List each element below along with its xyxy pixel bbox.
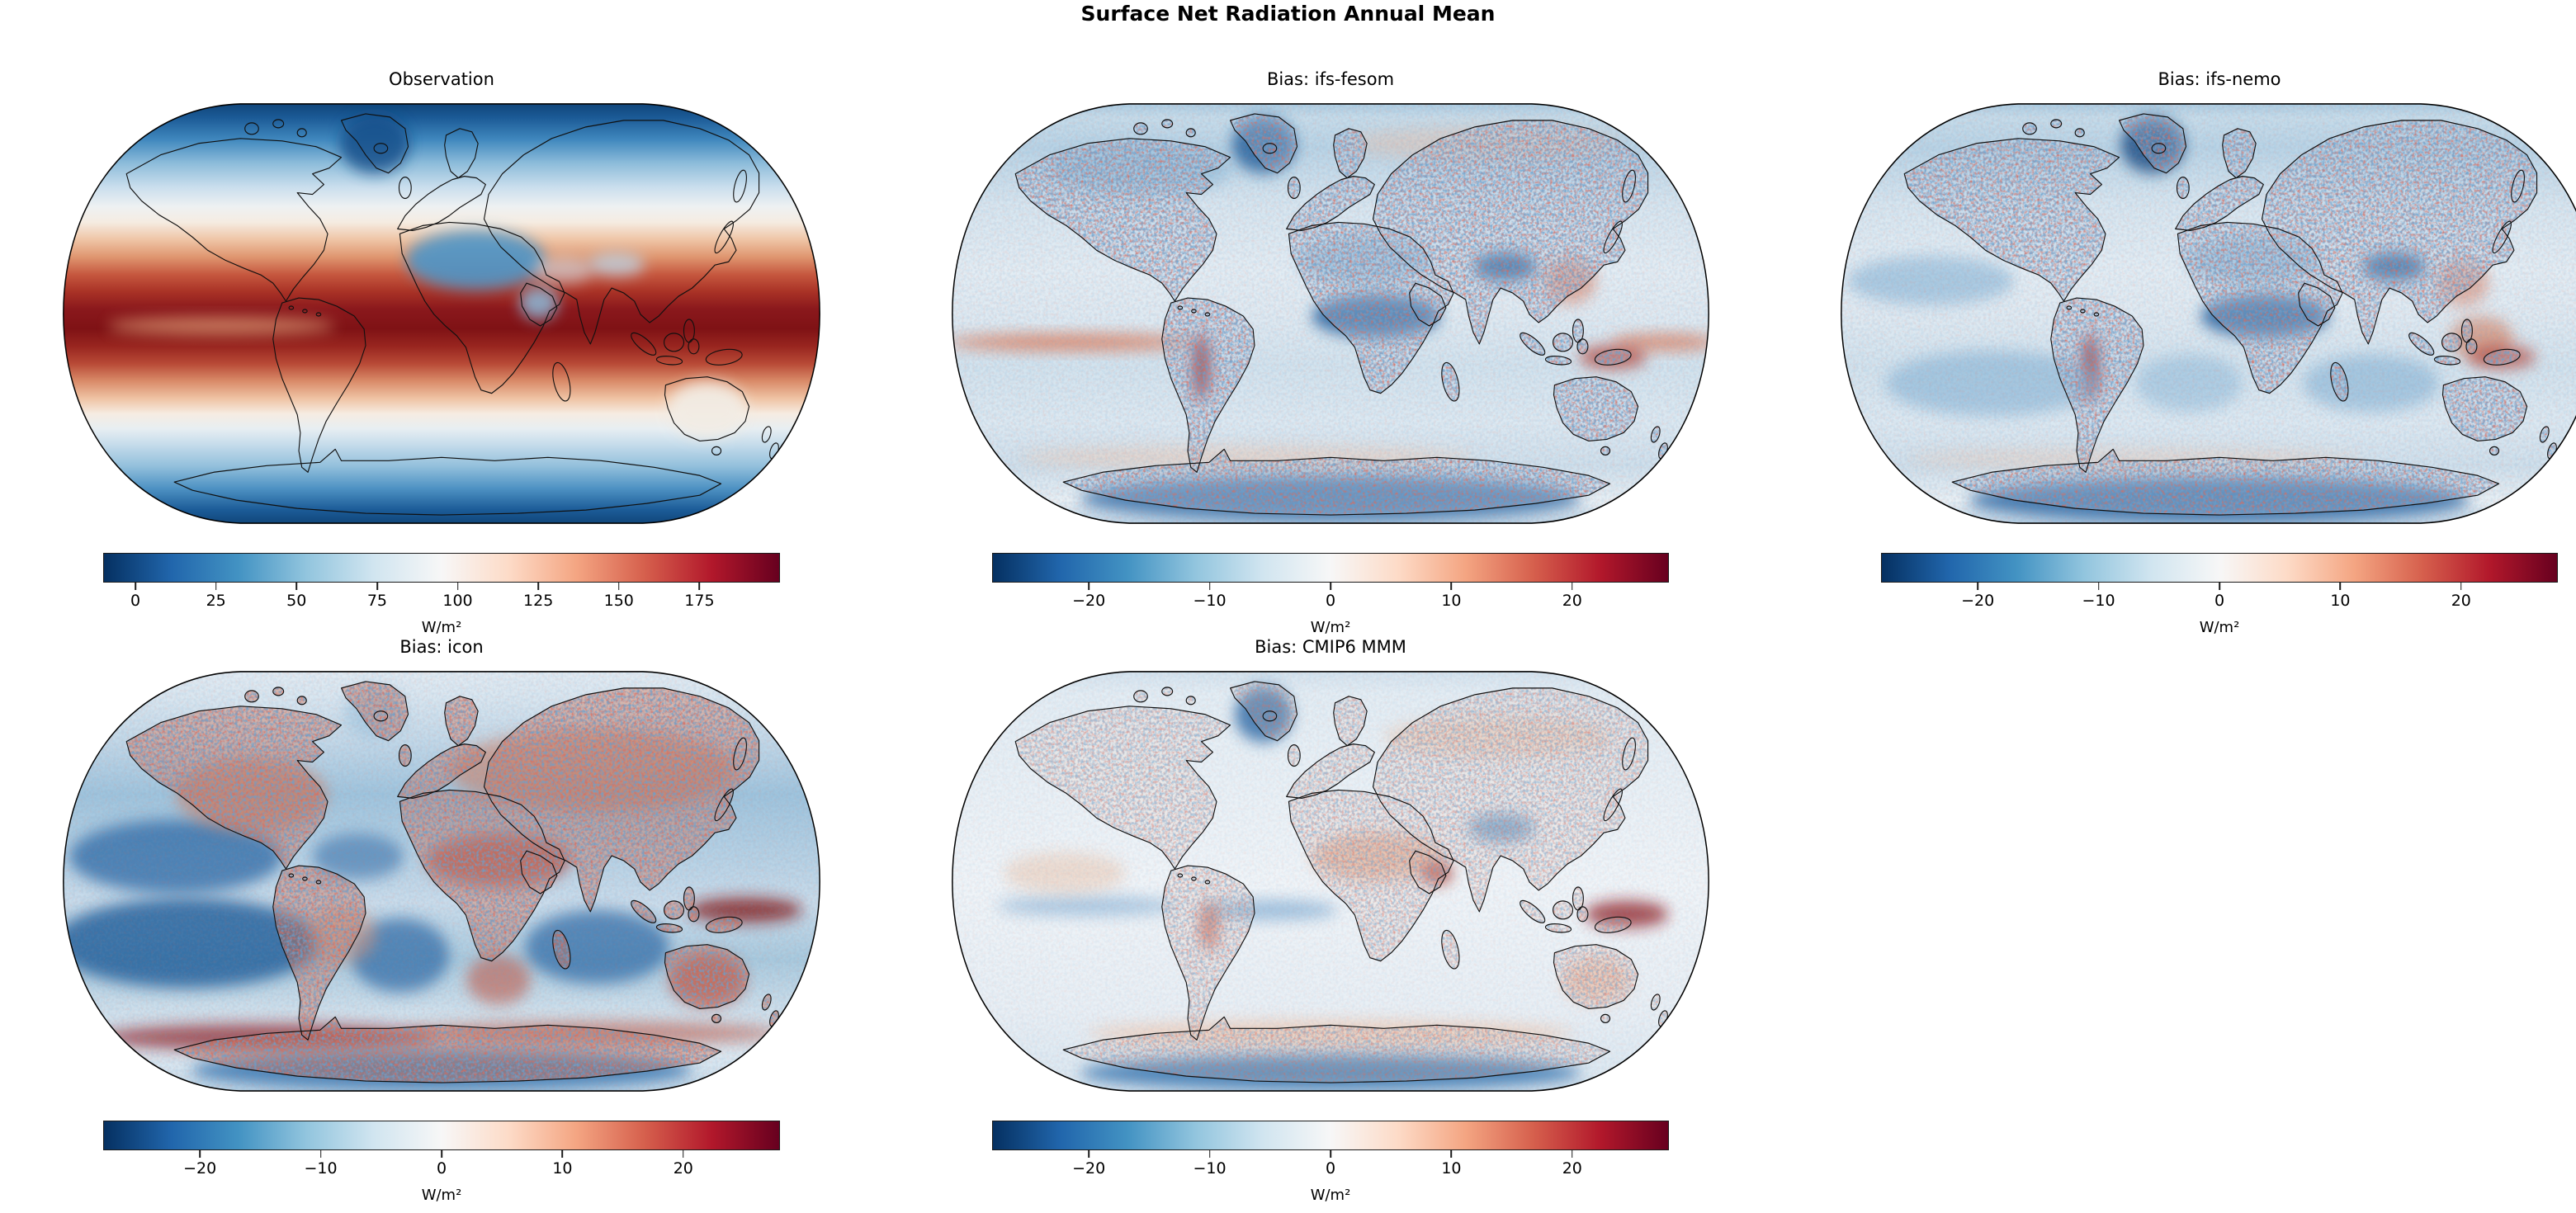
colorbar-tick-label: 20 [2451,592,2471,610]
colorbar-tick-label: −10 [304,1159,338,1178]
panel-title-bias-ifs-nemo: Bias: ifs-nemo [2158,69,2281,89]
world-map [952,671,1709,1092]
colorbar-tick-mark [376,583,378,590]
panel-title-bias-cmip6-mmm: Bias: CMIP6 MMM [1255,637,1406,657]
colorbar-tick-label: −20 [183,1159,217,1178]
colorbar-bias-cmip6-mmm: −20 −10 0 10 20 W/m² [992,1121,1669,1204]
colorbar-tick-label: 20 [1562,1159,1582,1178]
colorbar-unit-label: W/m² [1310,1187,1351,1204]
colorbar-tick-label: −10 [1193,592,1227,610]
colorbar-gradient [992,1121,1669,1150]
colorbar-bias-ifs-fesom: −20 −10 0 10 20 W/m² [992,553,1669,636]
colorbar-tick-label: 0 [130,592,141,610]
colorbar-tick-label: 0 [436,1159,447,1178]
colorbar-tick-label: 0 [1325,592,1336,610]
panel-bias-icon: Bias: icon −20 −10 0 10 20 W/m² [62,634,821,1204]
colorbar-tick-label: 50 [286,592,307,610]
colorbar-bias-ifs-nemo: −20 −10 0 10 20 W/m² [1881,553,2558,636]
colorbar-tick-label: −20 [1072,592,1106,610]
colorbar-tick-mark [1330,583,1331,590]
colorbar-tick-label: −20 [1961,592,1995,610]
world-map [952,103,1709,524]
colorbar-tick-mark [319,1150,322,1158]
colorbar-tick-label: 125 [523,592,554,610]
colorbar-tick-label: 20 [1562,592,1582,610]
colorbar-tick-mark [2097,583,2100,590]
colorbar-gradient [1881,553,2558,583]
colorbar-tick-label: 10 [1441,1159,1462,1178]
colorbar-tick-label: 10 [1441,592,1462,610]
map-bias-icon [62,663,821,1099]
map-bias-ifs-fesom [951,96,1710,531]
colorbar-gradient [103,1121,780,1150]
colorbar-tick-label: 20 [673,1159,693,1178]
colorbar-tick-mark [1572,1150,1573,1158]
colorbar-tick-mark [1088,1150,1089,1158]
colorbar-tick-mark [1330,1150,1331,1158]
colorbar-ticks: −20 −10 0 10 20 [992,583,1669,619]
colorbar-tick-label: 10 [552,1159,573,1178]
panel-title-observation: Observation [389,69,494,89]
colorbar-tick-label: 75 [366,592,388,610]
colorbar-tick-label: −10 [1193,1159,1227,1178]
colorbar-tick-label: 100 [442,592,473,610]
colorbar-gradient [992,553,1669,583]
colorbar-unit-label: W/m² [421,619,462,636]
panel-observation: Observation 0 25 50 75 100 125 150 175 W/m² [62,66,821,636]
colorbar-tick-label: −10 [2082,592,2115,610]
panel-bias-ifs-nemo: Bias: ifs-nemo −20 −10 0 10 20 W/m² [1840,66,2576,636]
panel-title-bias-icon: Bias: icon [399,637,484,657]
colorbar-tick-mark [698,583,701,590]
colorbar-unit-label: W/m² [2199,619,2240,636]
colorbar-bias-icon: −20 −10 0 10 20 W/m² [103,1121,780,1204]
colorbar-tick-label: 25 [206,592,226,610]
map-bias-cmip6-mmm [951,663,1710,1099]
colorbar-tick-mark [295,583,298,590]
colorbar-tick-mark [1572,583,1573,590]
panel-bias-cmip6-mmm: Bias: CMIP6 MMM −20 −10 0 10 20 W/m² [951,634,1710,1204]
colorbar-tick-mark [537,583,539,590]
colorbar-tick-mark [215,583,217,590]
colorbar-ticks: −20 −10 0 10 20 [992,1150,1669,1187]
colorbar-unit-label: W/m² [421,1187,462,1204]
figure-title: Surface Net Radiation Annual Mean [1080,2,1496,26]
map-observation [62,96,821,531]
colorbar-ticks: −20 −10 0 10 20 [103,1150,780,1187]
colorbar-unit-label: W/m² [1310,619,1351,636]
colorbar-tick-mark [1450,1150,1453,1158]
colorbar-tick-label: 150 [603,592,634,610]
colorbar-tick-mark [2219,583,2220,590]
colorbar-tick-mark [1208,1150,1211,1158]
world-map [1841,103,2576,524]
colorbar-tick-label: −20 [1072,1159,1106,1178]
colorbar-tick-label: 0 [1325,1159,1336,1178]
colorbar-tick-mark [1977,583,1978,590]
colorbar-ticks: −20 −10 0 10 20 [1881,583,2558,619]
panel-bias-ifs-fesom: Bias: ifs-fesom −20 −10 0 10 20 W/m² [951,66,1710,636]
colorbar-tick-mark [441,1150,442,1158]
colorbar-ticks: 0 25 50 75 100 125 150 175 [103,583,780,619]
colorbar-tick-label: 0 [2214,592,2225,610]
world-map [63,671,820,1092]
colorbar-tick-mark [199,1150,201,1158]
colorbar-tick-mark [135,583,136,590]
colorbar-tick-mark [1208,583,1211,590]
colorbar-tick-label: 175 [684,592,715,610]
colorbar-observation: 0 25 50 75 100 125 150 175 W/m² [103,553,780,636]
colorbar-tick-mark [1088,583,1089,590]
colorbar-tick-mark [561,1150,564,1158]
colorbar-tick-label: 10 [2330,592,2351,610]
colorbar-tick-mark [1450,583,1453,590]
colorbar-tick-mark [617,583,620,590]
colorbar-tick-mark [2460,583,2462,590]
world-map [63,103,820,524]
colorbar-tick-mark [456,583,459,590]
colorbar-gradient [103,553,780,583]
panel-title-bias-ifs-fesom: Bias: ifs-fesom [1266,69,1395,89]
colorbar-tick-mark [2339,583,2342,590]
colorbar-tick-mark [683,1150,684,1158]
map-bias-ifs-nemo [1840,96,2576,531]
